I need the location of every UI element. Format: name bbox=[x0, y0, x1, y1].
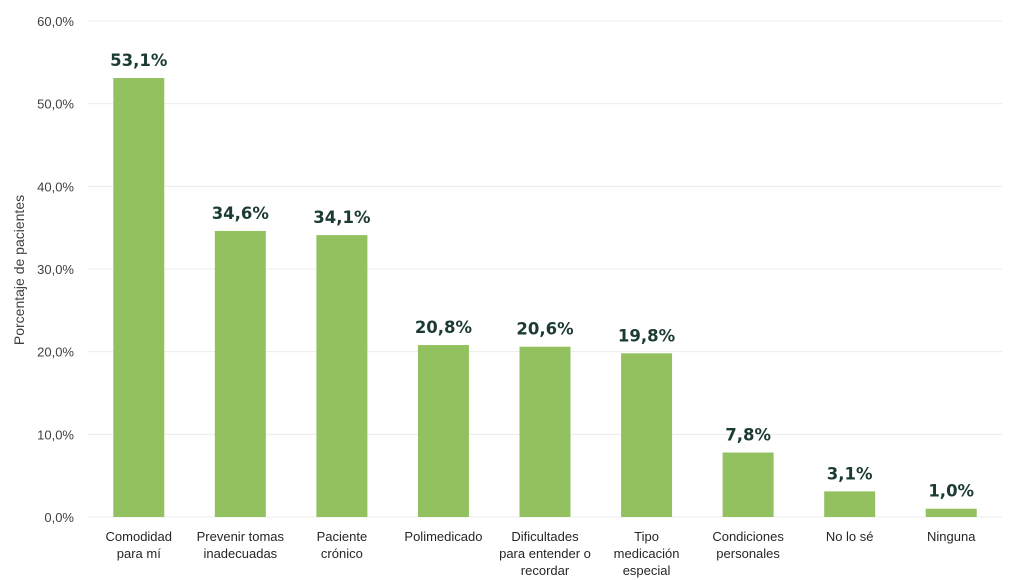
data-label: 20,6% bbox=[516, 320, 574, 339]
x-tick-label-line: Condiciones bbox=[712, 529, 784, 544]
y-axis-title: Porcentaje de pacientes bbox=[11, 195, 27, 345]
y-tick-label: 60,0% bbox=[37, 14, 74, 29]
bar bbox=[214, 230, 266, 517]
x-tick-label: Ninguna bbox=[927, 529, 976, 544]
bar bbox=[417, 345, 469, 517]
x-tick-label-line: para mí bbox=[117, 546, 161, 561]
data-label: 53,1% bbox=[110, 51, 168, 70]
bar bbox=[722, 452, 774, 517]
x-tick-label-line: especial bbox=[623, 563, 671, 578]
x-axis-categories: Comodidad para mí Prevenir tomas inadecuada… bbox=[106, 529, 977, 578]
x-tick-label-line: No lo sé bbox=[826, 529, 874, 544]
x-tick-label: Tipo medicación especial bbox=[614, 529, 680, 578]
x-tick-label-line: inadecuadas bbox=[203, 546, 277, 561]
data-label: 1,0% bbox=[928, 482, 974, 501]
x-tick-label-line: Comodidad bbox=[106, 529, 173, 544]
y-tick-label: 50,0% bbox=[37, 97, 74, 112]
x-tick-label: Condiciones personales bbox=[712, 529, 784, 561]
data-labels: 53,1% 34,6% 34,1% 20,8% 20,6% 19,8% 7,8% 3,1% 1,… bbox=[110, 51, 974, 501]
x-tick-label-line: Paciente bbox=[317, 529, 368, 544]
data-label: 19,8% bbox=[618, 326, 676, 345]
x-tick-label-line: recordar bbox=[521, 563, 570, 578]
bar bbox=[113, 78, 165, 517]
bars bbox=[113, 78, 977, 517]
x-tick-label-line: medicación bbox=[614, 546, 680, 561]
x-tick-label: Prevenir tomas inadecuadas bbox=[197, 529, 285, 561]
data-label: 34,6% bbox=[212, 204, 270, 223]
x-tick-label-line: Polimedicado bbox=[404, 529, 482, 544]
y-tick-label: 30,0% bbox=[37, 262, 74, 277]
x-tick-label-line: Ninguna bbox=[927, 529, 976, 544]
bar bbox=[621, 353, 673, 517]
y-tick-label: 0,0% bbox=[44, 510, 74, 525]
data-label: 20,8% bbox=[415, 318, 473, 337]
x-tick-label-line: Dificultades bbox=[511, 529, 579, 544]
y-axis-ticks: 0,0% 10,0% 20,0% 30,0% 40,0% 50,0% 60,0% bbox=[37, 14, 74, 525]
x-tick-label-line: personales bbox=[716, 546, 780, 561]
x-tick-label: Polimedicado bbox=[404, 529, 482, 544]
x-tick-label: Dificultades para entender o recordar bbox=[499, 529, 591, 578]
bar bbox=[824, 491, 876, 517]
x-tick-label-line: crónico bbox=[321, 546, 363, 561]
data-label: 3,1% bbox=[827, 464, 873, 483]
y-tick-label: 10,0% bbox=[37, 427, 74, 442]
bar bbox=[316, 235, 368, 517]
y-tick-label: 40,0% bbox=[37, 179, 74, 194]
y-tick-label: 20,0% bbox=[37, 345, 74, 360]
x-tick-label-line: Prevenir tomas bbox=[197, 529, 285, 544]
x-tick-label-line: Tipo bbox=[634, 529, 659, 544]
bar bbox=[519, 346, 571, 517]
data-label: 7,8% bbox=[725, 426, 771, 445]
x-tick-label: No lo sé bbox=[826, 529, 874, 544]
x-tick-label: Comodidad para mí bbox=[106, 529, 173, 561]
x-tick-label-line: para entender o bbox=[499, 546, 591, 561]
data-label: 34,1% bbox=[313, 208, 371, 227]
x-tick-label: Paciente crónico bbox=[317, 529, 368, 561]
bar bbox=[925, 508, 977, 517]
